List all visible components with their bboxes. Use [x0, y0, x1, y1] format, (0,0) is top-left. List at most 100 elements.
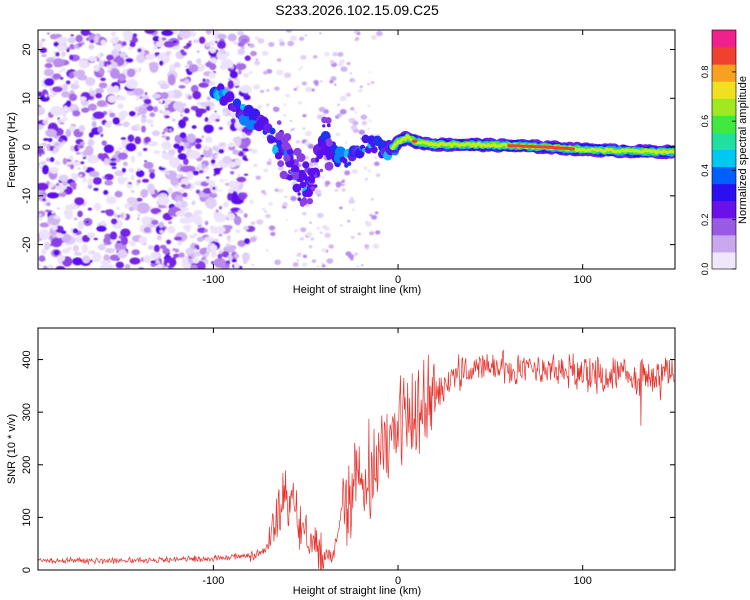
spectrogram-noise-cell: [57, 36, 68, 45]
spectrogram-noise-cell: [144, 30, 156, 34]
spectrogram-noise-cell: [183, 108, 190, 114]
spectrogram-ridge-cell: [315, 157, 320, 161]
spectrogram-noise-cell: [100, 259, 109, 265]
spectrogram-noise-cell: [237, 209, 244, 214]
spectrogram-noise-cell: [183, 224, 192, 231]
spectrogram-noise-cell: [38, 124, 44, 130]
spectrogram-noise-cell: [87, 207, 93, 211]
spectrogram-ridge-cell: [301, 198, 308, 206]
spectrogram-noise-cell: [163, 257, 177, 268]
spectrogram-noise-cell: [359, 85, 363, 89]
spectrogram-noise-cell: [361, 264, 364, 266]
spectrogram-noise-cell: [124, 203, 131, 209]
spectrogram-noise-cell: [233, 262, 240, 269]
spectrogram-noise-cell: [44, 63, 53, 69]
spectrogram-noise-cell: [273, 106, 278, 111]
spectrogram-noise-cell: [228, 182, 239, 189]
spectrogram-noise-cell: [180, 114, 184, 117]
spectrogram-ridge-cell: [291, 171, 300, 180]
spectrogram-noise-cell: [215, 118, 220, 122]
spectrogram-noise-cell: [316, 265, 320, 268]
spectrogram-noise-cell: [151, 219, 159, 226]
spectrogram-ridge-cell: [269, 127, 276, 135]
spectrogram-noise-cell: [251, 148, 258, 154]
spectrogram-noise-cell: [43, 138, 49, 141]
spectrogram-noise-cell: [232, 41, 239, 45]
spectrogram-noise-cell: [159, 83, 170, 90]
spectrogram-noise-cell: [136, 197, 143, 202]
spectrogram-noise-cell: [186, 42, 192, 47]
spectrogram-noise-cell: [38, 255, 46, 262]
spectrogram-noise-cell: [104, 121, 112, 129]
spectrogram-noise-cell: [196, 236, 204, 242]
spectrogram-noise-cell: [61, 91, 71, 98]
spectrogram-noise-cell: [109, 162, 117, 167]
spectrogram-noise-cell: [75, 160, 78, 163]
spectrogram-noise-cell: [218, 233, 223, 237]
spectrogram-noise-cell: [344, 142, 347, 144]
spectrogram-noise-cell: [140, 116, 147, 124]
snr-y-tick-label: 0: [21, 567, 33, 573]
spectrogram-noise-cell: [345, 251, 352, 257]
colorbar-band: [712, 30, 736, 48]
spectrogram-noise-cell: [43, 68, 54, 77]
spectrogram-ridge-cell: [298, 171, 308, 181]
spectrogram-noise-cell: [87, 103, 97, 111]
spectrogram-noise-cell: [211, 250, 217, 259]
spectrogram-noise-cell: [232, 149, 240, 155]
spectrogram-noise-cell: [177, 153, 187, 160]
spectrogram-noise-cell: [227, 187, 234, 194]
spectrogram-noise-cell: [255, 58, 259, 61]
spectrogram-noise-cell: [159, 60, 164, 66]
spectrogram-noise-cell: [293, 88, 298, 91]
spectrogram-noise-cell: [96, 225, 107, 232]
spectrogram-noise-cell: [236, 30, 244, 36]
spectrogram-noise-cell: [81, 234, 90, 243]
spectrogram-noise-cell: [180, 178, 190, 186]
spectrogram-noise-cell: [261, 189, 266, 194]
spectrogram-noise-cell: [150, 251, 160, 260]
snr-y-tick-label: 400: [21, 350, 33, 368]
spectrogram-noise-cell: [165, 51, 171, 57]
spectrogram-noise-cell: [147, 183, 156, 194]
spectrogram-noise-cell: [309, 221, 312, 224]
spectrogram-noise-cell: [192, 170, 199, 176]
spectrogram-noise-cell: [41, 54, 47, 58]
spectrogram-noise-cell: [55, 52, 60, 57]
spectrogram-noise-cell: [234, 158, 242, 165]
spectrogram-noise-cell: [100, 220, 106, 226]
spectrogram-ridge-cell: [294, 159, 299, 164]
colorbar-tick-label: 0.2: [700, 213, 710, 226]
spectrogram-noise-cell: [239, 84, 252, 94]
spectrogram-noise-cell: [45, 209, 50, 213]
spectrogram-noise-cell: [147, 245, 154, 250]
spectrogram-noise-cell: [67, 36, 77, 44]
spectrogram-noise-cell: [236, 63, 243, 70]
spectrogram-noise-cell: [242, 148, 249, 152]
spectrogram-noise-cell: [206, 176, 210, 179]
spectrogram-noise-cell: [66, 246, 73, 251]
spectrogram-noise-cell: [50, 237, 63, 248]
spectrogram-noise-cell: [105, 209, 115, 217]
spectrogram-noise-cell: [295, 140, 301, 144]
spectrogram-noise-cell: [96, 100, 107, 108]
spectrogram-noise-cell: [167, 226, 176, 234]
spectrogram-noise-cell: [214, 110, 217, 113]
spectrogram-noise-cell: [370, 198, 375, 201]
spectrogram-noise-cell: [100, 39, 107, 46]
spectrogram-ridge-cell: [342, 157, 348, 164]
spectrogram-noise-cell: [151, 130, 161, 137]
spectrogram-noise-cell: [161, 110, 171, 116]
spectrogram-noise-cell: [192, 257, 200, 264]
spectrogram-noise-cell: [38, 162, 41, 166]
spectrogram-noise-cell: [291, 127, 295, 131]
spectrogram-noise-cell: [122, 161, 128, 167]
spectrogram-noise-cell: [302, 254, 308, 259]
spectrogram-noise-cell: [296, 259, 299, 262]
spectrogram-noise-cell: [54, 142, 60, 146]
spectrogram-noise-cell: [317, 212, 324, 219]
colorbar-label: Normalized spectral amplitude: [737, 76, 749, 224]
spectrogram-noise-cell: [290, 195, 297, 202]
spectrogram-noise-cell: [223, 201, 229, 208]
spectrogram-noise-cell: [225, 263, 230, 267]
